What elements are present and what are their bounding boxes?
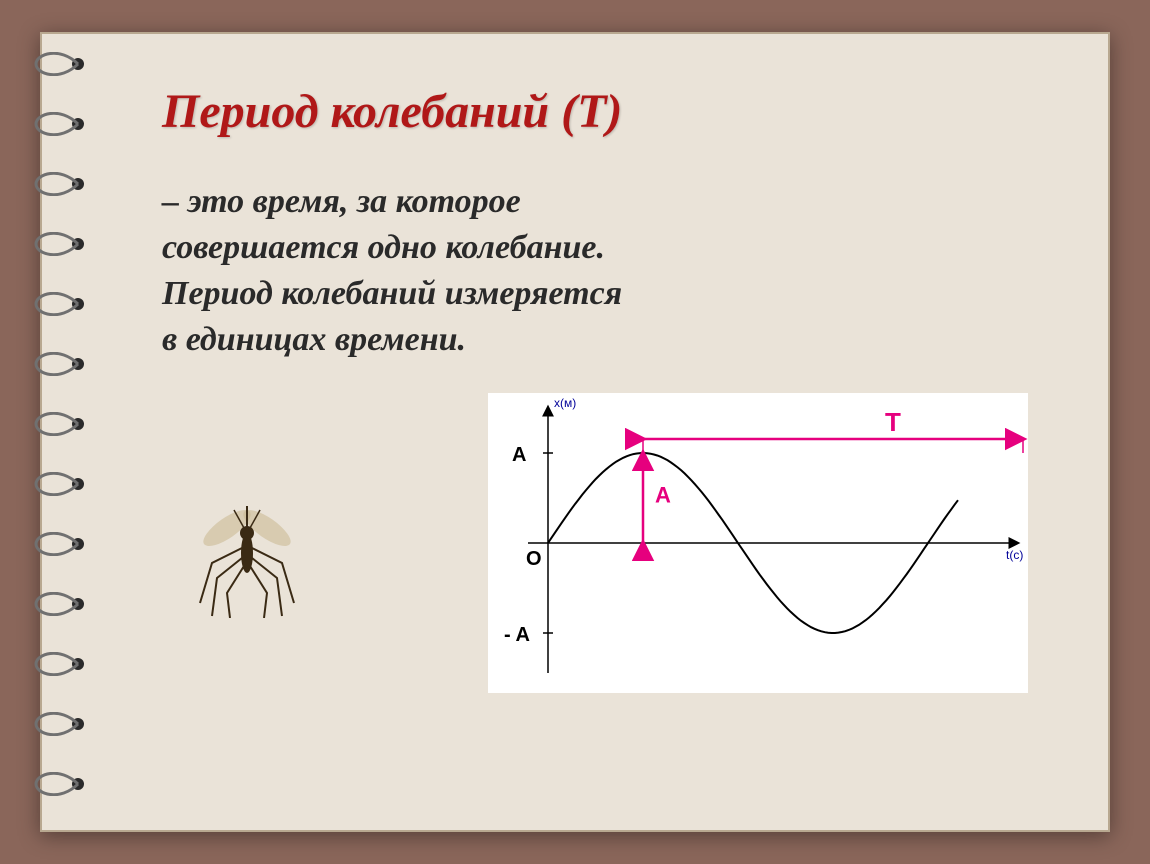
page-title: Период колебаний (Т)	[162, 84, 1048, 139]
svg-text:x(м): x(м)	[554, 396, 576, 410]
svg-text:A: A	[655, 482, 671, 507]
mosquito-graphic	[172, 468, 322, 618]
svg-text:- A: - A	[504, 624, 530, 646]
svg-text:T: T	[885, 407, 901, 437]
lower-row: x(м) t(c) A - A O A T	[152, 393, 1048, 693]
svg-text:A: A	[512, 444, 526, 466]
definition-text: – это время, за котороесовершается одно …	[162, 179, 1028, 363]
spiral-binding	[30, 34, 90, 830]
svg-text:t(c): t(c)	[1006, 548, 1023, 562]
oscillation-chart: x(м) t(c) A - A O A T	[488, 393, 1028, 693]
svg-text:O: O	[526, 548, 542, 570]
notebook-page: Период колебаний (Т) – это время, за кот…	[40, 32, 1110, 832]
